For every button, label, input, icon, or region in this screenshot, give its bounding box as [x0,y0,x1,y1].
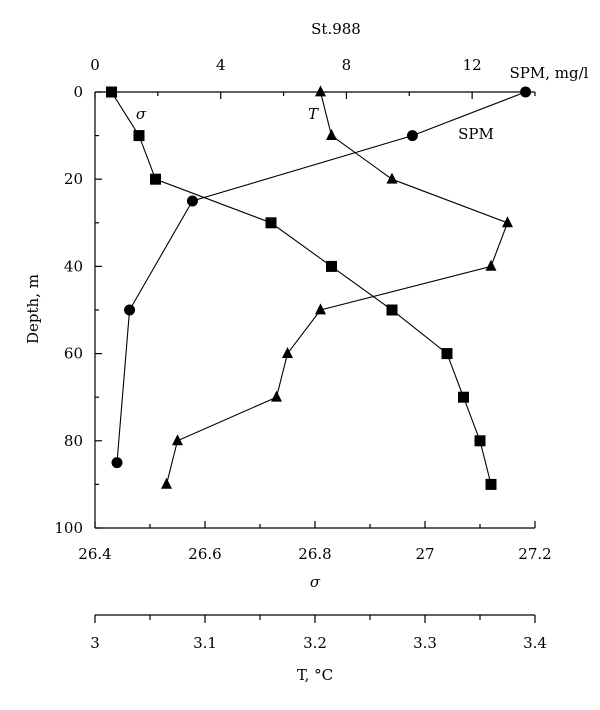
spm-point [406,130,418,142]
temperature-point [315,85,326,97]
y-tick-label: 0 [73,83,83,101]
temperature-axis-label: T, °C [297,666,333,684]
temperature-tick-label: 3 [90,634,100,652]
sigma-tick-label: 27 [415,545,434,563]
y-tick-label: 100 [54,519,83,537]
sigma-tick-label: 26.8 [298,545,331,563]
sigma-point [133,130,145,142]
spm-tick-label: 4 [216,56,226,74]
temperature-tick-label: 3.1 [193,634,217,652]
sigma-point [474,435,486,447]
temperature-point [271,390,282,402]
y-tick-label: 20 [64,170,83,188]
temperature-point [161,477,172,489]
temperature-point [386,172,398,184]
temperature-series-label: T [308,105,319,123]
spm-axis-label: SPM, mg/l [510,64,589,82]
sigma-series-label: σ [136,105,147,123]
sigma-point [485,478,497,490]
sigma-point [326,260,337,272]
temperature-point [502,216,513,228]
temperature-tick-label: 3.2 [303,634,327,652]
sigma-tick-label: 26.4 [78,545,111,563]
temperature-point [282,347,293,358]
chart-title: St.988 [311,20,361,38]
sigma-tick-label: 27.2 [518,545,551,563]
sigma-point [150,173,161,185]
y-tick-label: 40 [64,257,83,275]
spm-series-label: SPM [458,125,494,143]
spm-point [186,195,198,207]
sigma-tick-label: 26.6 [188,545,221,563]
sigma-point [106,86,117,98]
spm-line [116,91,526,463]
sigma-point [265,217,277,229]
y-axis-label: Depth, m [24,274,42,344]
spm-point [124,304,136,316]
spm-tick-label: 12 [463,56,482,74]
spm-tick-label: 0 [90,56,100,74]
sigma-point [386,304,398,316]
y-tick-label: 80 [64,432,83,450]
y-tick-label: 60 [64,345,83,363]
temperature-point [315,303,326,315]
temperature-tick-label: 3.3 [413,634,437,652]
temperature-tick-label: 3.4 [523,634,547,652]
temperature-point [172,434,183,446]
temperature-point [485,259,497,271]
spm-point [520,86,532,98]
sigma-line [111,91,492,485]
sigma-point [441,348,453,360]
spm-tick-label: 8 [342,56,352,74]
spm-point [111,457,123,469]
sigma-point [458,391,469,403]
temperature-point [326,129,337,140]
temperature-line [165,91,509,485]
sigma-axis-label: σ [310,573,321,591]
